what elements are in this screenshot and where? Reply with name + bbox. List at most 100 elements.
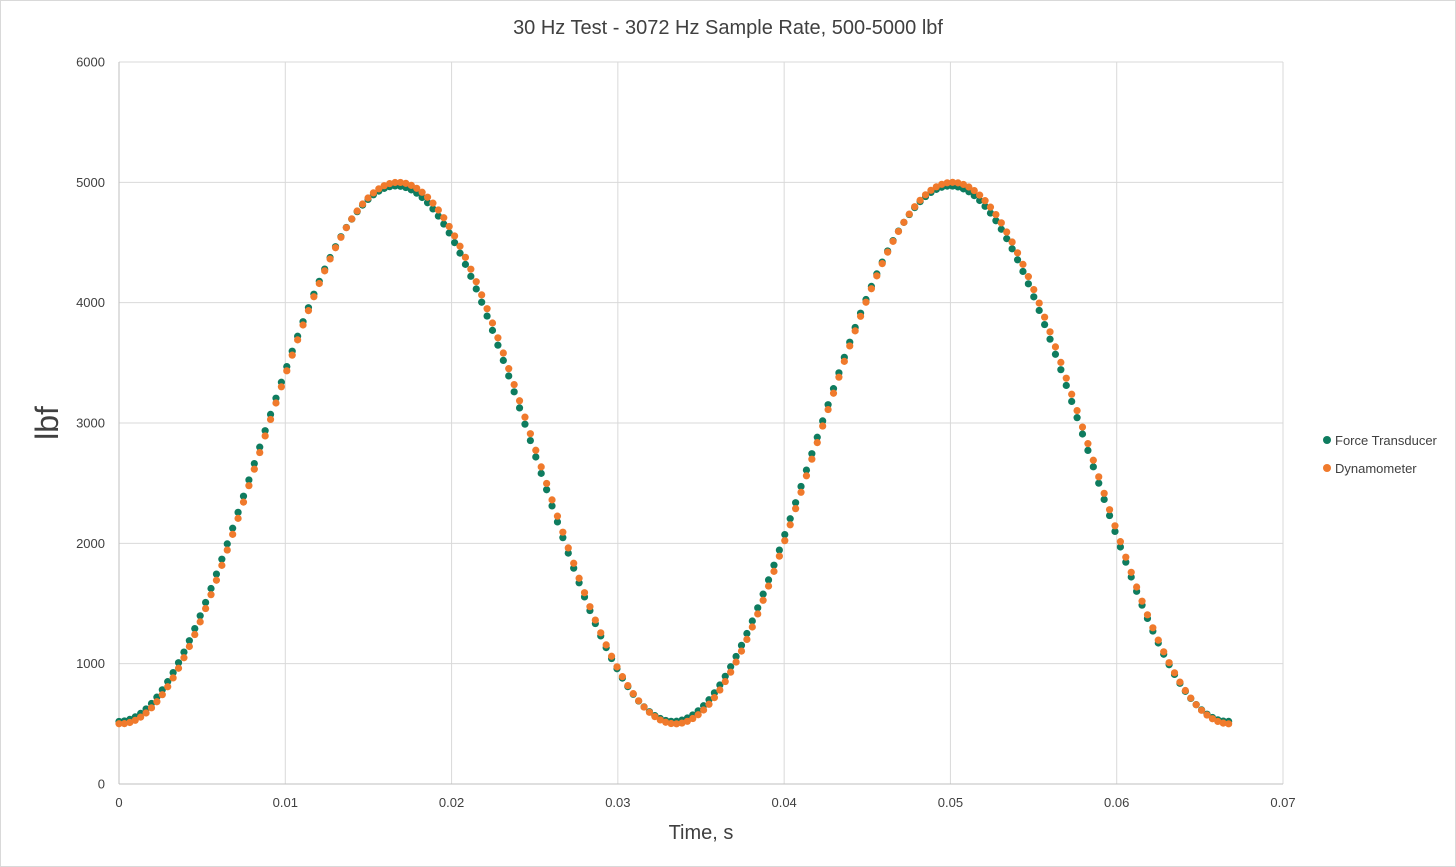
dynamometer-point [321,267,329,275]
force-transducer-point [266,410,275,418]
force-transducer-point [261,427,269,435]
dynamometer-point [1116,538,1124,546]
gridlines [119,61,1284,784]
dynamometer-point [710,694,719,702]
dynamometer-point [1105,506,1114,514]
force-transducer-point [743,629,751,638]
force-transducer-point [981,202,989,210]
dynamometer-point [396,178,405,187]
dynamometer-point [1181,686,1189,695]
dynamometer-point [900,218,908,226]
dynamometer-point [239,498,248,506]
dynamometer-point [1019,260,1027,268]
dynamometer-point [1030,285,1038,294]
dynamometer-point [829,389,838,397]
dynamometer-point [1203,711,1211,719]
dynamometer-point [884,248,892,256]
force-transducer-point [1116,543,1124,551]
force-transducer-point [461,260,470,268]
dynamometer-point [164,683,172,691]
dynamometer-point [515,397,524,405]
force-transducer-point [1062,381,1070,390]
dynamometer-point [781,537,789,545]
dynamometer-point [369,189,378,197]
force-transducer-point [1013,256,1022,264]
dynamometer-point [1170,669,1179,677]
dynamometer-point [440,214,448,222]
dynamometer-point [965,183,973,191]
dynamometer-point [835,373,843,381]
dynamometer-point [402,179,410,187]
dynamometer-point [889,237,897,245]
dynamometer-point [380,182,388,190]
force-transducer-point [521,420,529,428]
dynamometer-point [532,446,540,454]
force-transducer-point [212,570,221,578]
dynamometer-point [304,307,313,315]
x-tick-label: 0.05 [938,795,963,810]
dynamometer-point [640,703,648,711]
dynamometer-point [921,191,930,199]
force-transducer-point [553,518,562,526]
dynamometer-point [1003,228,1011,236]
dynamometer-point [840,357,848,365]
dynamometer-point [1068,390,1076,398]
dynamometer-point [992,210,1000,219]
force-transducer-point [467,272,475,280]
dynamometer-point [245,482,253,490]
dynamometer-point [570,559,578,567]
force-transducer-point [754,604,762,612]
dynamometer-point [137,713,145,721]
force-transducer-point [1122,558,1130,566]
y-axis-label: lbf [29,406,65,440]
dynamometer-point [613,663,621,671]
dynamometer-point [786,521,794,529]
force-transducer-point [196,612,204,620]
y-tick-label: 1000 [76,656,105,671]
dynamometer-point [867,285,876,293]
force-transducer-point [819,417,827,425]
dynamometer-point [299,321,307,329]
dynamometer-point [326,255,334,263]
dynamometer-point [694,711,702,719]
dynamometer-point [229,530,237,538]
dynamometer-point [185,642,193,651]
dynamometer-point [353,207,361,215]
force-transducer-point [456,249,464,257]
dynamometer-point [813,439,821,447]
dynamometer-point [1041,313,1049,321]
dynamometer-point [607,652,616,660]
dynamometer-point [1154,636,1162,644]
force-transducer-point [986,209,995,217]
force-transducer-point [732,652,740,661]
dynamometer-point [1008,238,1016,246]
dynamometer-point [662,718,670,726]
dynamometer-point [445,222,453,231]
force-transducer-point [727,663,735,671]
force-transducer-point [786,515,794,523]
force-transducer-point [992,217,1000,225]
x-axis-label: Time, s [669,822,734,844]
dynamometer-point [727,668,735,676]
force-transducer-point [532,453,540,461]
force-transducer-point [169,668,177,677]
dynamometer-point [169,674,177,682]
dynamometer-point [700,706,708,714]
dynamometer-point [1024,273,1032,281]
dynamometer-point [1133,583,1141,591]
dynamometer-point [315,279,323,288]
dynamometer-point [337,233,345,241]
dynamometer-point [348,215,356,223]
dynamometer-point [808,455,816,463]
dynamometer-point [553,512,562,520]
dynamometer-point [1095,473,1103,481]
force-transducer-point [976,196,984,205]
dynamometer-point [976,191,984,199]
dynamometer-point [131,716,139,724]
dynamometer-point [223,546,231,554]
dynamometer-point [391,178,399,187]
dynamometer-point [483,305,491,313]
force-transducer-point [229,524,237,532]
dynamometer-point [1214,717,1222,726]
